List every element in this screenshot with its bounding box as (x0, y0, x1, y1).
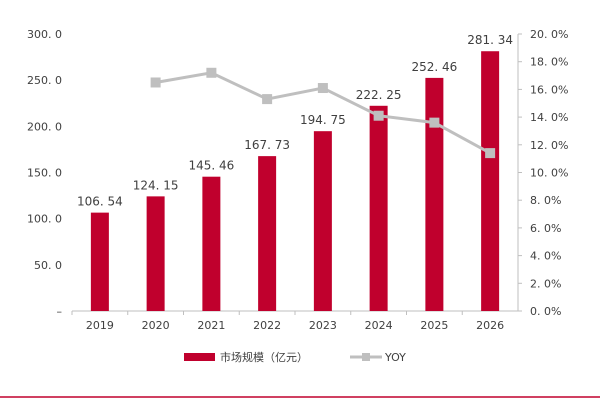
bar (202, 176, 221, 311)
bar-data-label: 194. 75 (300, 113, 346, 127)
right-tick-label: 18. 0% (530, 56, 568, 69)
left-tick-label: – (57, 305, 63, 318)
right-tick-label: 0. 0% (530, 305, 561, 318)
left-tick-label: 250. 0 (27, 74, 62, 87)
right-tick-label: 16. 0% (530, 83, 568, 96)
yoy-marker (262, 94, 273, 105)
left-tick-label: 150. 0 (27, 167, 62, 180)
right-tick-label: 10. 0% (530, 167, 568, 180)
right-tick-label: 2. 0% (530, 277, 561, 290)
bar (425, 77, 444, 311)
right-tick-label: 14. 0% (530, 111, 568, 124)
x-tick-label: 2021 (197, 319, 225, 332)
x-tick-label: 2026 (476, 319, 504, 332)
right-tick-label: 4. 0% (530, 250, 561, 263)
left-tick-label: 100. 0 (27, 213, 62, 226)
x-tick-label: 2025 (420, 319, 448, 332)
bar (258, 156, 277, 311)
bar-data-label: 106. 54 (77, 195, 123, 209)
x-tick-label: 2022 (253, 319, 281, 332)
bar-data-label: 222. 25 (356, 88, 402, 102)
yoy-marker (150, 77, 161, 88)
x-tick-label: 2023 (309, 319, 337, 332)
bar-data-label: 145. 46 (188, 159, 234, 173)
yoy-marker (429, 117, 440, 128)
left-tick-label: 200. 0 (27, 120, 62, 133)
bar (146, 196, 165, 311)
legend-label-line: YOY (384, 351, 406, 364)
right-tick-label: 12. 0% (530, 139, 568, 152)
yoy-marker (485, 148, 496, 159)
bar (90, 212, 109, 311)
bar (313, 131, 332, 311)
bar-data-label: 281. 34 (467, 33, 513, 47)
left-tick-label: 50. 0 (34, 259, 62, 272)
right-tick-label: 8. 0% (530, 194, 561, 207)
yoy-marker (317, 83, 328, 94)
left-tick-label: 300. 0 (27, 28, 62, 41)
x-tick-label: 2019 (86, 319, 114, 332)
legend-label-bar: 市场规模（亿元） (220, 350, 308, 364)
right-tick-label: 6. 0% (530, 222, 561, 235)
bar (481, 51, 500, 311)
bar-data-label: 252. 46 (411, 60, 457, 74)
right-tick-label: 20. 0% (530, 28, 568, 41)
x-tick-label: 2020 (142, 319, 170, 332)
yoy-marker (373, 110, 384, 121)
x-tick-label: 2024 (365, 319, 393, 332)
bar-data-label: 124. 15 (133, 178, 179, 192)
bar (369, 105, 388, 311)
legend-swatch-bar (184, 353, 215, 361)
legend-swatch-marker (362, 353, 370, 361)
yoy-marker (206, 67, 217, 78)
bar-data-label: 167. 73 (244, 138, 290, 152)
